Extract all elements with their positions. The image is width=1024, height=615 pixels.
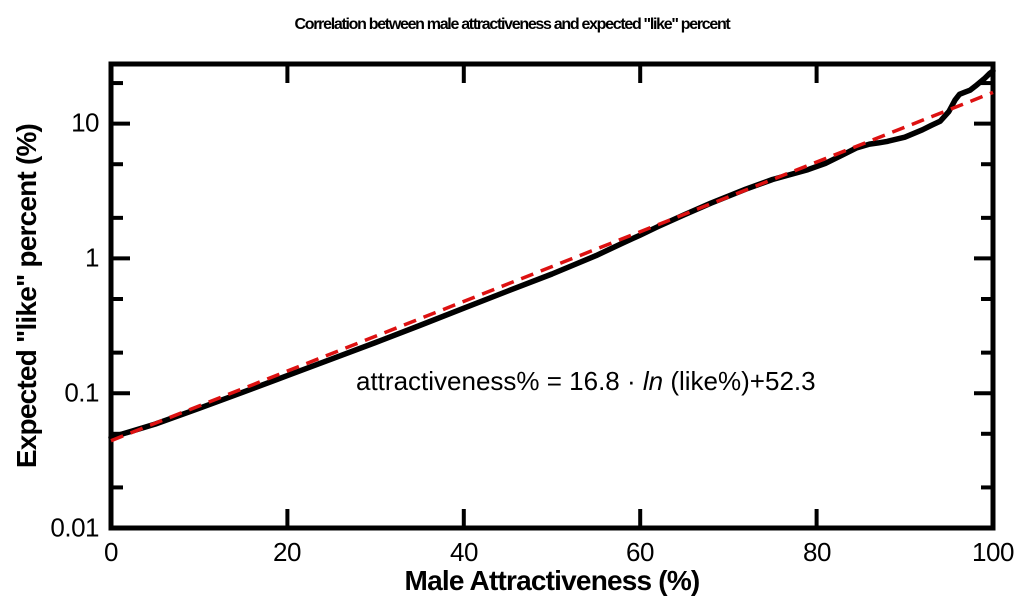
observed-curve: [108, 68, 996, 441]
y-axis-label: Expected "like" percent (%): [11, 123, 42, 469]
y-tick-label-10: 10: [71, 107, 99, 138]
x-tick-label-60: 60: [626, 537, 654, 567]
x-tick-label-0: 0: [104, 537, 118, 567]
y-tick-label-0p01: 0.01: [50, 512, 99, 543]
x-axis-label: Male Attractiveness (%): [404, 565, 701, 596]
chart-title: Correlation between male attractiveness …: [294, 16, 731, 33]
fit-equation-annotation: attractiveness% = 16.8 · ln (like%)+52.3: [356, 366, 816, 397]
axis-box: [108, 61, 996, 531]
y-tick-label-1: 1: [85, 242, 99, 273]
fit-line: [110, 90, 994, 443]
x-tick-label-100: 100: [972, 537, 1014, 567]
x-tick-label-80: 80: [803, 537, 831, 567]
fit-equation-ln: ln: [642, 366, 664, 396]
y-tick-label-0p1: 0.1: [64, 377, 99, 408]
fit-equation-pre: attractiveness% = 16.8 ·: [356, 366, 643, 396]
x-tick-label-40: 40: [450, 537, 478, 567]
fit-equation-post: (like%)+52.3: [663, 366, 816, 396]
x-tick-label-20: 20: [273, 537, 301, 567]
